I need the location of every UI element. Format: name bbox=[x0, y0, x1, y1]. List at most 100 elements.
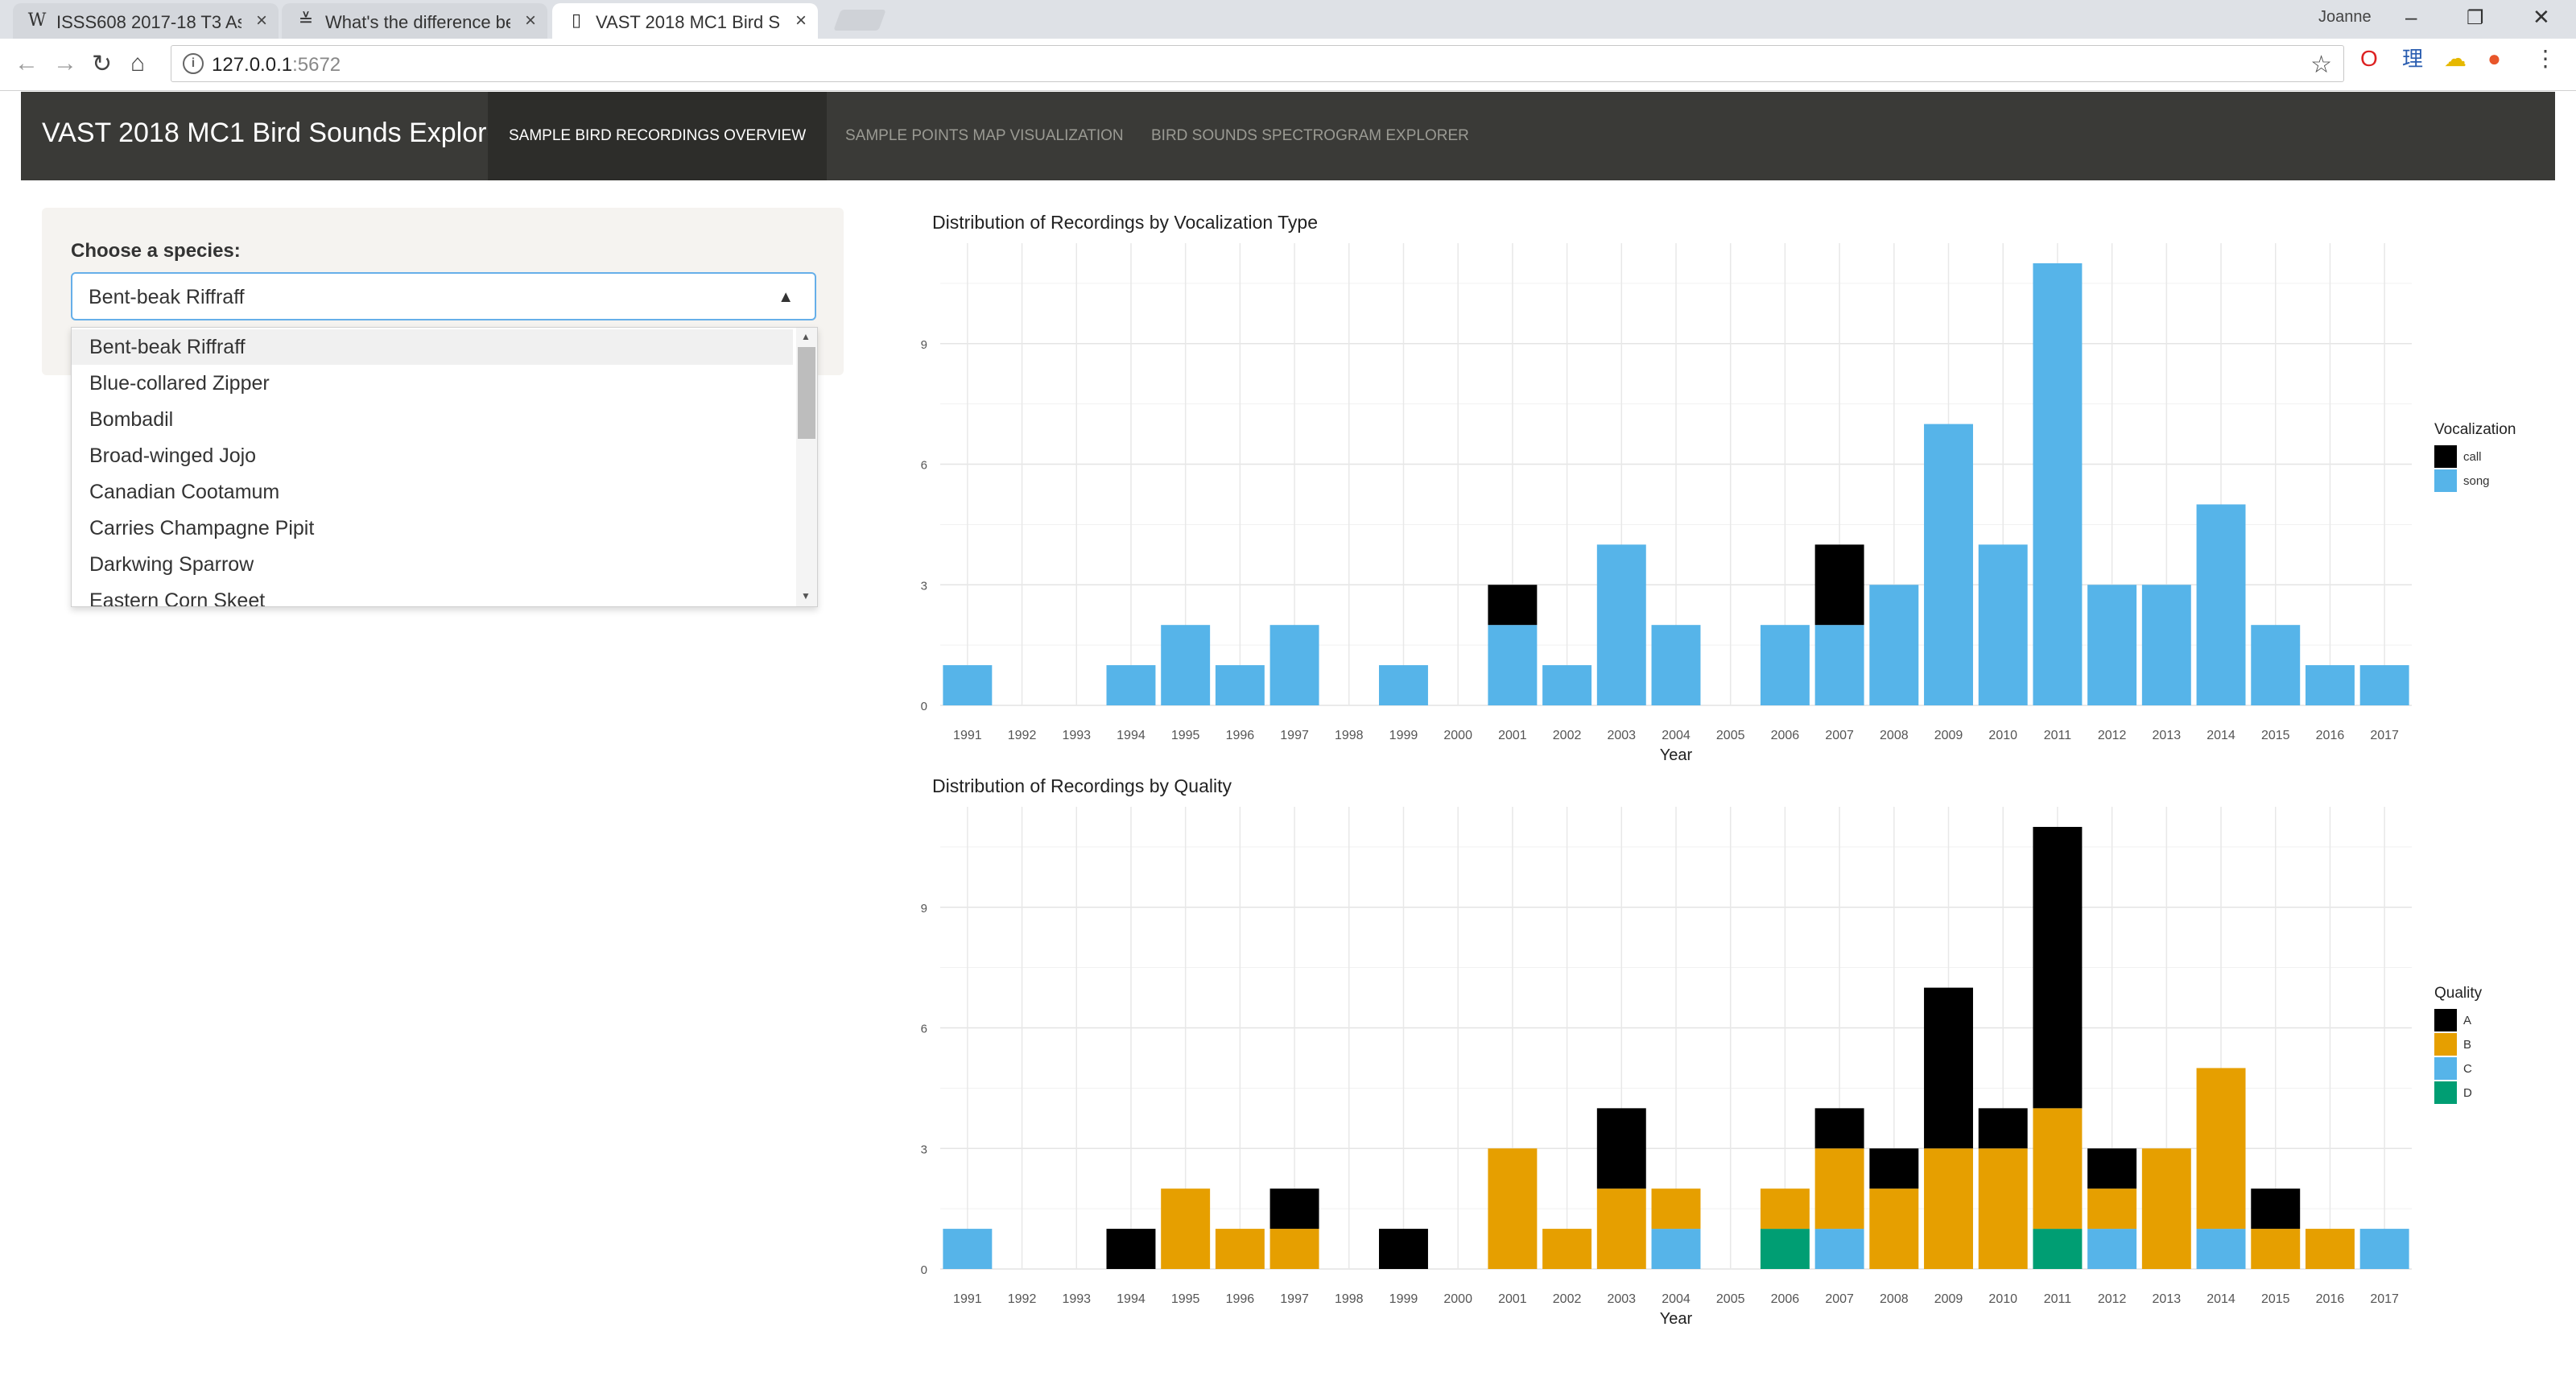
menu-icon[interactable]: ⋮ bbox=[2534, 46, 2557, 71]
tab-spectrogram-explorer[interactable]: BIRD SOUNDS SPECTROGRAM EXPLORER bbox=[1151, 127, 1469, 144]
bar-segment-call bbox=[1488, 585, 1538, 626]
close-tab-icon[interactable]: × bbox=[255, 10, 267, 31]
x-tick-label: 2001 bbox=[1498, 729, 1527, 742]
x-tick-label: 2003 bbox=[1607, 729, 1636, 742]
translate-extension-icon[interactable]: 理 bbox=[2402, 47, 2424, 71]
x-tick-label: 2016 bbox=[2316, 1292, 2345, 1306]
legend-swatch-call bbox=[2434, 445, 2457, 468]
x-tick-label: 2015 bbox=[2261, 1292, 2290, 1306]
x-axis-label: Year bbox=[1660, 1310, 1693, 1325]
bar-segment-A bbox=[2251, 1188, 2301, 1230]
browser-tab-2[interactable]: ≚ What's the difference bet × bbox=[282, 3, 547, 39]
close-window-icon[interactable]: ✕ bbox=[2533, 5, 2550, 29]
x-tick-label: 1995 bbox=[1171, 729, 1200, 742]
x-tick-label: 2016 bbox=[2316, 729, 2345, 742]
bar-segment-B bbox=[2141, 1148, 2191, 1269]
vocalization-chart-svg: Distribution of Recordings by Vocalizati… bbox=[921, 212, 2516, 762]
profile-name[interactable]: Joanne bbox=[2318, 8, 2372, 26]
x-tick-label: 2012 bbox=[2098, 1292, 2127, 1306]
reload-icon[interactable]: ↻ bbox=[92, 51, 113, 77]
address-bar[interactable]: i 127.0.0.1:5672 ☆ bbox=[171, 45, 2344, 82]
x-tick-label: 2002 bbox=[1553, 1292, 1582, 1306]
bar-segment-B bbox=[2033, 1108, 2083, 1230]
forward-icon[interactable]: → bbox=[53, 50, 77, 76]
legend-label: A bbox=[2463, 1014, 2471, 1027]
scroll-up-icon[interactable]: ▲ bbox=[801, 331, 811, 342]
bar-segment-B bbox=[1215, 1229, 1265, 1269]
cloud-extension-icon[interactable]: ☁ bbox=[2444, 46, 2467, 71]
bar-segment-call bbox=[1814, 544, 1864, 626]
x-tick-label: 2011 bbox=[2044, 1292, 2072, 1306]
species-option[interactable]: Darkwing Sparrow bbox=[89, 553, 254, 576]
info-icon[interactable]: i bbox=[183, 53, 204, 74]
y-tick-label: 9 bbox=[921, 338, 927, 352]
scrollbar-thumb[interactable] bbox=[798, 347, 815, 439]
x-tick-label: 2000 bbox=[1443, 729, 1472, 742]
bar-segment-A bbox=[1814, 1108, 1864, 1149]
species-option[interactable]: Canadian Cootamum bbox=[89, 481, 280, 503]
x-tick-label: 2014 bbox=[2207, 1292, 2235, 1306]
species-option[interactable]: Bent-beak Riffraff bbox=[72, 329, 793, 365]
bar-segment-C bbox=[2087, 1229, 2137, 1269]
minimize-icon[interactable]: – bbox=[2405, 5, 2417, 29]
bar-segment-song bbox=[943, 665, 993, 705]
browser-tab-strip: W ISSS608 2017-18 T3 Assig × ≚ What's th… bbox=[0, 0, 2576, 39]
legend-title: Quality bbox=[2434, 985, 2483, 1002]
x-tick-label: 2015 bbox=[2261, 729, 2290, 742]
browser-tab-3[interactable]: ▯ VAST 2018 MC1 Bird Sou × bbox=[552, 3, 818, 39]
duckduckgo-extension-icon[interactable]: ● bbox=[2487, 46, 2501, 71]
bar-segment-B bbox=[1488, 1148, 1538, 1269]
maximize-icon[interactable]: ❐ bbox=[2467, 7, 2484, 29]
x-tick-label: 2008 bbox=[1880, 1292, 1909, 1306]
x-tick-label: 2007 bbox=[1825, 729, 1854, 742]
tab-map-visualization[interactable]: SAMPLE POINTS MAP VISUALIZATION bbox=[845, 127, 1124, 144]
x-tick-label: 2017 bbox=[2370, 1292, 2399, 1306]
browser-tab-1[interactable]: W ISSS608 2017-18 T3 Assig × bbox=[13, 3, 279, 39]
bar-segment-song bbox=[1488, 625, 1538, 705]
quality-chart-svg: Distribution of Recordings by Quality 0 3 6… bbox=[921, 775, 2483, 1325]
bar-segment-B bbox=[1161, 1188, 1211, 1269]
bar-segment-A bbox=[1924, 987, 1973, 1149]
legend-swatch-song bbox=[2434, 469, 2457, 492]
bar-segment-B bbox=[2305, 1229, 2355, 1269]
species-dropdown[interactable]: Bent-beak Riffraff Blue-collared Zipper … bbox=[71, 327, 818, 607]
bar-segment-song bbox=[1542, 665, 1592, 705]
species-option[interactable]: Eastern Corn Skeet bbox=[89, 589, 266, 607]
new-tab-button[interactable] bbox=[833, 10, 886, 31]
species-select-value[interactable]: Bent-beak Riffraff bbox=[89, 286, 245, 308]
bar-segment-C bbox=[2359, 1229, 2409, 1269]
close-tab-icon[interactable]: × bbox=[524, 10, 536, 31]
bar-segment-song bbox=[2033, 262, 2083, 705]
species-option[interactable]: Broad-winged Jojo bbox=[89, 444, 257, 467]
x-tick-label: 1997 bbox=[1280, 1292, 1309, 1306]
close-tab-icon[interactable]: × bbox=[795, 10, 807, 31]
bar-segment-A bbox=[1978, 1108, 2028, 1149]
species-option[interactable]: Bombadil bbox=[89, 408, 174, 431]
bar-segment-song bbox=[2087, 585, 2137, 705]
vocalization-chart: Distribution of Recordings by Vocalizati… bbox=[918, 206, 2560, 762]
x-tick-label: 2010 bbox=[1988, 729, 2017, 742]
x-tick-label: 2012 bbox=[2098, 729, 2127, 742]
species-option[interactable]: Carries Champagne Pipit bbox=[89, 517, 315, 539]
bookmark-star-icon[interactable]: ☆ bbox=[2310, 52, 2332, 78]
scroll-down-icon[interactable]: ▼ bbox=[801, 590, 811, 601]
species-label: Choose a species: bbox=[71, 240, 241, 262]
bar-segment-A bbox=[1596, 1108, 1646, 1189]
bar-segment-A bbox=[2033, 826, 2083, 1109]
bar-segment-B bbox=[1651, 1188, 1701, 1230]
tab-title: VAST 2018 MC1 Bird Sou bbox=[596, 12, 781, 32]
home-icon[interactable]: ⌂ bbox=[130, 50, 146, 76]
y-tick-label: 6 bbox=[921, 459, 927, 473]
opera-extension-icon[interactable]: O bbox=[2360, 46, 2378, 71]
x-tick-label: 1995 bbox=[1171, 1292, 1200, 1306]
bar-segment-D bbox=[2033, 1229, 2083, 1269]
species-select[interactable]: Bent-beak Riffraff ▲ bbox=[71, 272, 816, 320]
species-option[interactable]: Blue-collared Zipper bbox=[89, 372, 270, 395]
caret-up-icon[interactable]: ▲ bbox=[778, 288, 794, 306]
x-tick-label: 1998 bbox=[1335, 1292, 1364, 1306]
back-icon[interactable]: ← bbox=[14, 50, 39, 76]
dropdown-scrollbar[interactable]: ▲ ▼ bbox=[796, 328, 817, 606]
x-tick-label: 2005 bbox=[1716, 1292, 1745, 1306]
bar-segment-C bbox=[1651, 1229, 1701, 1269]
tab-recordings-overview[interactable]: SAMPLE BIRD RECORDINGS OVERVIEW bbox=[488, 92, 828, 180]
